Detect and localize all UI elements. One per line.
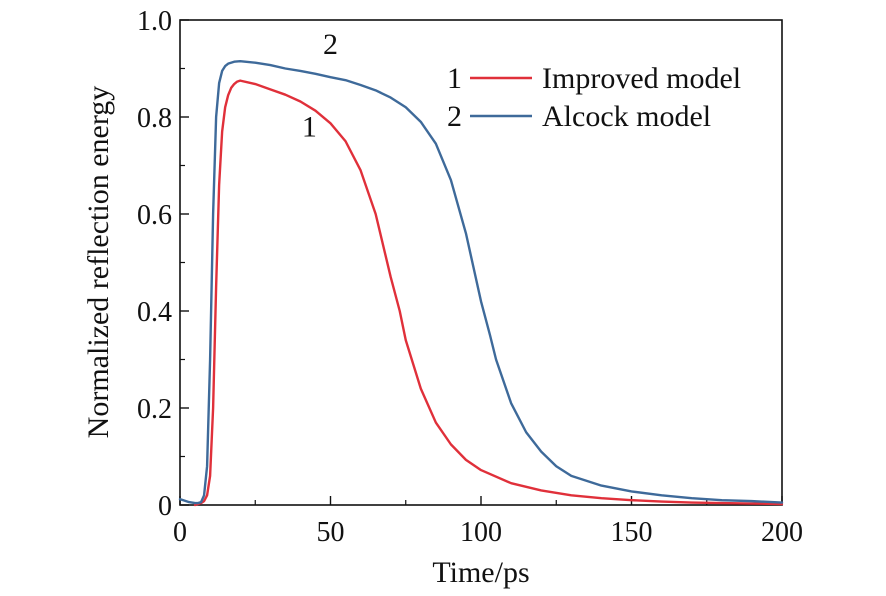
curve-annotation: 1 [302,110,317,143]
series-layer [178,60,784,507]
y-tick-label: 1.0 [137,6,172,37]
legend-label: Alcock model [542,100,711,133]
legend-number: 1 [447,62,462,95]
y-tick-label: 0 [158,491,172,522]
series-line-2 [178,60,784,505]
legend-number: 2 [447,100,462,133]
x-tick-label: 200 [761,517,803,548]
x-tick-label: 100 [460,517,502,548]
x-tick-label: 0 [173,517,187,548]
x-axis-label: Time/ps [432,556,529,589]
y-axis-label: Normalized reflection energy [82,86,115,439]
y-axis: 0 0.2 0.4 0.6 0.8 1.0 [137,6,189,522]
annotation-layer: 12 [302,28,338,143]
legend: 1 Improved model 2 Alcock model [447,62,741,133]
y-tick-label: 0.8 [137,103,172,134]
y-tick-label: 0.4 [137,297,172,328]
curve-annotation: 2 [323,28,338,61]
x-tick-label: 150 [611,517,653,548]
x-tick-label: 50 [317,517,345,548]
y-tick-label: 0.6 [137,200,172,231]
y-tick-label: 0.2 [137,394,172,425]
series-line-1 [193,79,784,507]
legend-label: Improved model [542,62,741,95]
